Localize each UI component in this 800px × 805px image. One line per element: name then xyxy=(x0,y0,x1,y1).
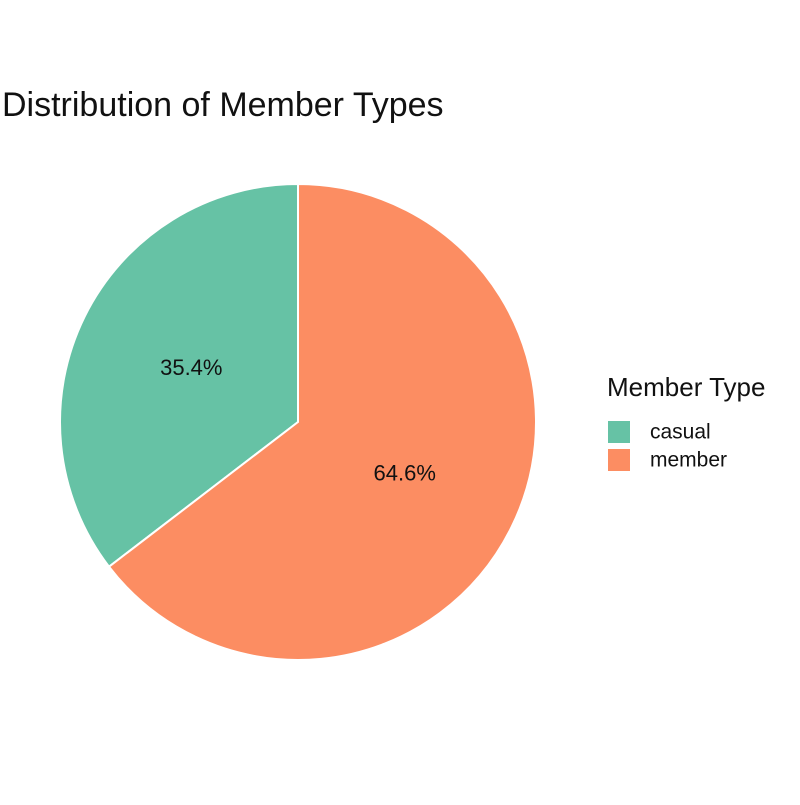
pie-slice-labels: 35.4% 64.6% xyxy=(160,355,436,485)
legend-label-casual: casual xyxy=(650,421,711,444)
chart-title: Distribution of Member Types xyxy=(2,86,444,124)
legend: Member Type casual member xyxy=(607,372,765,472)
legend-title: Member Type xyxy=(607,372,765,402)
legend-label-member: member xyxy=(650,449,727,472)
pie-slices xyxy=(59,182,537,661)
pie-slice-member xyxy=(107,182,537,661)
slice-label-member: 64.6% xyxy=(374,461,436,486)
slice-label-casual: 35.4% xyxy=(160,355,222,380)
legend-items: casual member xyxy=(608,421,727,472)
legend-swatch-casual xyxy=(608,421,630,443)
legend-swatch-member xyxy=(608,449,630,471)
pie-slice-casual xyxy=(59,182,299,569)
